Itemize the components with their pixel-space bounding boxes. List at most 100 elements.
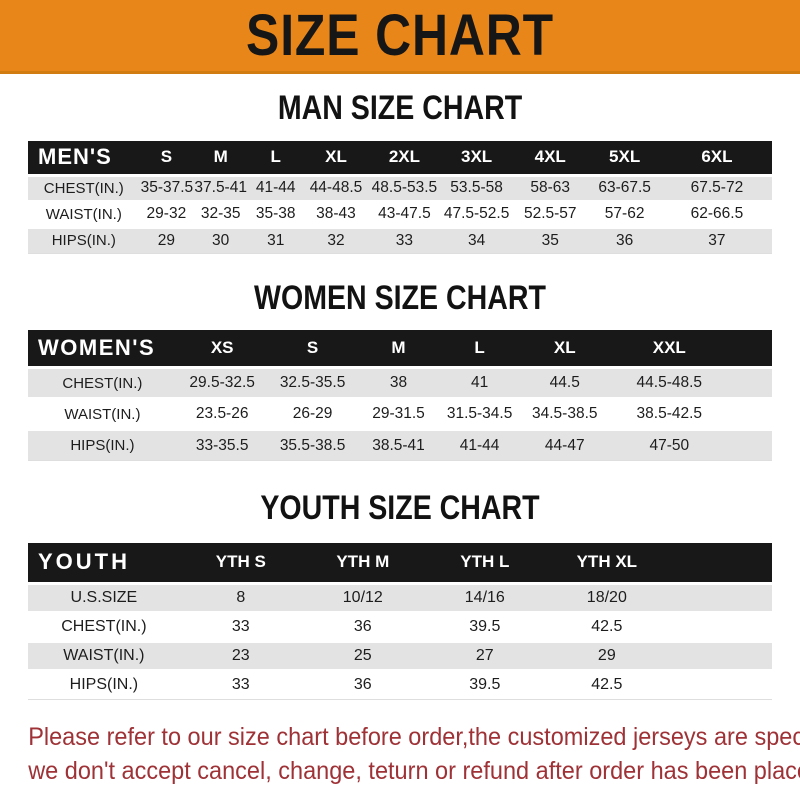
- size-value-cell: 32.5-35.5: [279, 374, 346, 391]
- column-header-cell: XL: [303, 141, 369, 175]
- size-value-cell: 29: [597, 646, 616, 664]
- size-value-cell: 42.5: [591, 676, 623, 693]
- size-value-cell: 25: [353, 646, 372, 664]
- size-value-cell: 38-43: [316, 205, 356, 222]
- order-notice-line-1: Please refer to our size chart before or…: [28, 722, 800, 751]
- size-value-cell: 39.5: [469, 617, 501, 635]
- column-header-cell: 6XL: [661, 141, 772, 175]
- size-value-cell: 33-35.5: [195, 436, 249, 454]
- row-label-cell: WAIST(IN.): [64, 405, 141, 423]
- size-value-cell: 38.5-41: [372, 436, 425, 454]
- size-value-cell: 62-66.5: [690, 205, 744, 222]
- table-row: WAIST(IN.) 23 25 27 29: [28, 641, 772, 670]
- size-value-cell: 35-37.5: [140, 179, 194, 196]
- column-header-cell: 3XL: [440, 141, 514, 175]
- size-value-cell: 30: [212, 231, 230, 249]
- table-row: U.S.SIZE 8 10/12 14/16 18/20: [28, 583, 772, 612]
- size-value-cell: 48.5-53.5: [371, 179, 438, 196]
- size-value-cell: 41-44: [459, 436, 500, 454]
- row-label-cell: HIPS(IN.): [51, 232, 116, 249]
- column-header-cell: YTH L: [423, 543, 546, 583]
- column-header-cell: XL: [519, 329, 610, 368]
- column-header-cell: 5XL: [587, 141, 662, 175]
- women-section-heading: WOMEN SIZE CHART: [254, 278, 546, 317]
- column-header-cell: YTH XL: [545, 543, 668, 583]
- column-header-cell: S: [139, 141, 194, 175]
- size-value-cell: 52.5-57: [523, 205, 577, 222]
- man-section-heading: MAN SIZE CHART: [277, 89, 523, 127]
- size-value-cell: 35: [541, 231, 559, 249]
- size-value-cell: 23.5-26: [195, 405, 249, 422]
- size-value-cell: 44-47: [544, 436, 585, 454]
- column-header-cell: L: [439, 329, 520, 368]
- column-header-cell: M: [357, 329, 440, 368]
- filler-cell: [728, 329, 772, 368]
- size-value-cell: 33: [231, 676, 250, 693]
- column-header-cell: 2XL: [368, 141, 441, 175]
- size-value-cell: 33: [395, 231, 414, 249]
- size-value-cell: 37.5-41: [194, 179, 247, 196]
- size-value-cell: 29: [157, 231, 175, 249]
- size-value-cell: 10/12: [342, 588, 383, 606]
- size-value-cell: 36: [353, 617, 372, 635]
- size-value-cell: 8: [236, 588, 246, 606]
- table-row: CHEST(IN.) 29.5-32.5 32.5-35.5 38 41 44.5 44.5…: [28, 367, 772, 399]
- size-value-cell: 44.5-48.5: [636, 374, 703, 391]
- page-title: SIZE CHART: [246, 3, 554, 68]
- youth-section-heading: YOUTH SIZE CHART: [260, 489, 540, 527]
- column-header-cell: XXL: [609, 329, 729, 368]
- size-value-cell: 39.5: [469, 676, 501, 693]
- size-value-cell: 32-35: [200, 205, 241, 222]
- table-row: CHEST(IN.) 35-37.5 37.5-41 41-44 44-48.5 48.5…: [28, 175, 772, 201]
- size-value-cell: 58-63: [530, 179, 571, 196]
- size-value-cell: 41: [470, 374, 489, 391]
- table-row: WAIST(IN.) 29-32 32-35 35-38 38-43 43-47.5 47.…: [28, 201, 772, 227]
- mens-size-table: MEN'S S M L XL 2XL 3XL 4XL 5XL 6XL CHEST(IN.) 35-3…: [28, 141, 772, 254]
- size-value-cell: 23: [231, 646, 250, 664]
- table-row: WAIST(IN.) 23.5-26 26-29 29-31.5 31.5-34.5 34…: [28, 398, 772, 430]
- size-value-cell: 53.5-58: [450, 179, 503, 196]
- size-value-cell: 32: [327, 231, 345, 249]
- header-row: YOUTH YTH S YTH M YTH L YTH XL: [28, 543, 772, 583]
- size-value-cell: 33: [231, 617, 250, 635]
- size-value-cell: 35.5-38.5: [279, 436, 346, 454]
- size-value-cell: 29-32: [146, 205, 187, 222]
- row-label-cell: CHEST(IN.): [43, 179, 124, 197]
- size-chart-banner: SIZE CHART: [0, 0, 800, 74]
- womens-size-table: WOMEN'S XS S M L XL XXL CHEST(IN.) 29.5-32.5 32.…: [28, 329, 772, 461]
- size-value-cell: 37: [708, 231, 726, 249]
- column-header-cell: L: [248, 141, 304, 175]
- table-title-cell: YOUTH: [28, 543, 180, 583]
- order-notice: Please refer to our size chart before or…: [0, 720, 800, 788]
- filler-cell: [729, 399, 772, 430]
- youth-size-table: YOUTH YTH S YTH M YTH L YTH XL U.S.SIZE 8 10/1…: [28, 543, 772, 700]
- column-header-cell: YTH M: [301, 543, 424, 583]
- column-header-cell: M: [193, 141, 249, 175]
- filler-cell: [668, 583, 772, 612]
- filler-cell: [729, 430, 772, 461]
- table-row: HIPS(IN.) 33 36 39.5 42.5: [28, 670, 772, 699]
- order-notice-line-2: we don't accept cancel, change, teturn o…: [28, 756, 800, 785]
- filler-cell: [668, 612, 772, 641]
- size-value-cell: 43-47.5: [378, 205, 431, 222]
- row-label-cell: U.S.SIZE: [70, 588, 138, 606]
- size-value-cell: 38.5-42.5: [636, 405, 703, 422]
- table-title-cell: MEN'S: [28, 141, 140, 175]
- row-label-cell: CHEST(IN.): [62, 374, 143, 392]
- size-value-cell: 47.5-52.5: [443, 205, 510, 222]
- filler-cell: [668, 641, 772, 670]
- size-value-cell: 38: [389, 374, 408, 391]
- size-value-cell: 36: [353, 676, 372, 693]
- size-value-cell: 31.5-34.5: [446, 405, 513, 422]
- size-value-cell: 57-62: [604, 205, 645, 222]
- size-value-cell: 42.5: [591, 617, 623, 635]
- size-value-cell: 34: [467, 231, 486, 249]
- row-label-cell: WAIST(IN.): [45, 205, 122, 223]
- column-header-cell: 4XL: [513, 141, 588, 175]
- column-header-cell: YTH S: [179, 543, 302, 583]
- header-row: WOMEN'S XS S M L XL XXL: [28, 329, 772, 368]
- size-value-cell: 63-67.5: [598, 179, 651, 196]
- size-value-cell: 41-44: [255, 179, 296, 196]
- header-row: MEN'S S M L XL 2XL 3XL 4XL 5XL 6XL: [28, 141, 772, 175]
- table-row: HIPS(IN.) 29 30 31 32 33 34 35 36 37: [28, 227, 772, 253]
